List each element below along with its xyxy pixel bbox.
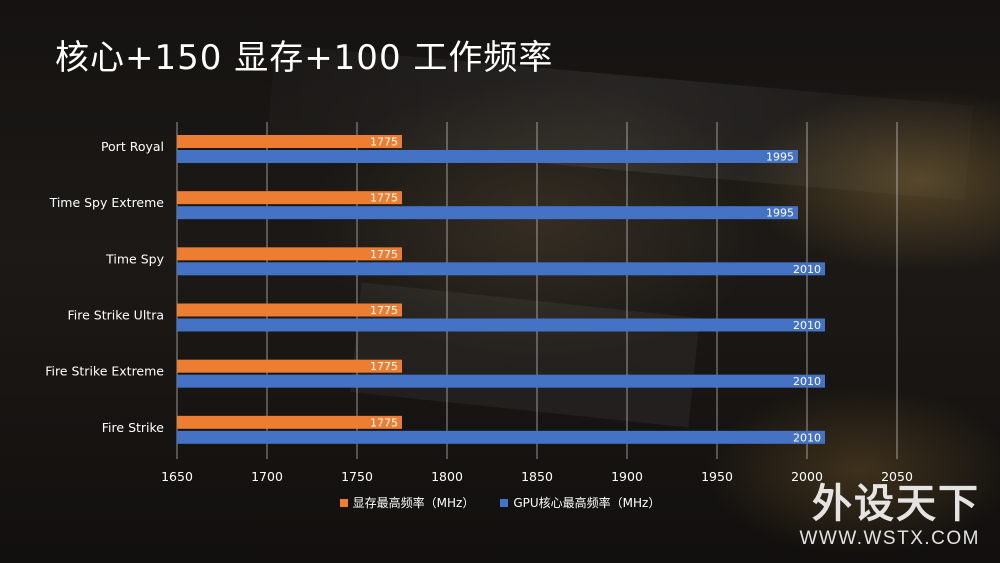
data-label: 1775 — [370, 136, 398, 149]
x-tick-label: 2000 — [791, 469, 823, 484]
bar — [177, 374, 825, 388]
bar — [177, 191, 402, 205]
bar — [177, 206, 798, 220]
watermark-url: WWW.WSTX.COM — [799, 528, 980, 549]
bar — [177, 359, 402, 373]
chart-title: 核心+150 显存+100 工作频率 — [55, 38, 554, 78]
site-watermark: 外设天下 WWW.WSTX.COM — [799, 480, 980, 550]
data-label: 1775 — [370, 248, 398, 261]
legend-swatch-gpu-core — [500, 498, 509, 507]
legend-swatch-memory — [339, 498, 348, 507]
data-label: 1995 — [766, 151, 794, 164]
category-label: Time Spy — [105, 251, 164, 266]
x-tick-label: 1950 — [701, 469, 733, 484]
category-label: Fire Strike Extreme — [45, 364, 164, 379]
bar — [177, 415, 402, 429]
legend-label-gpu-core: GPU核心最高频率（MHz） — [513, 496, 661, 510]
legend-item-gpu-core: GPU核心最高频率（MHz） — [500, 494, 660, 511]
category-label: Fire Strike Ultra — [67, 308, 164, 323]
data-label: 2010 — [793, 263, 821, 276]
bar — [177, 150, 798, 163]
category-label: Port Royal — [101, 139, 164, 154]
x-tick-label: 2050 — [881, 469, 913, 484]
data-label: 1775 — [370, 360, 398, 373]
legend-item-memory: 显存最高频率（MHz） — [339, 494, 475, 511]
bar — [177, 262, 825, 276]
x-tick-label: 1700 — [251, 469, 283, 484]
data-label: 1775 — [370, 304, 398, 317]
category-label: Fire Strike — [102, 420, 165, 435]
bar — [177, 303, 402, 317]
bar — [177, 430, 825, 444]
bar — [177, 247, 402, 261]
bar — [177, 318, 825, 332]
legend-label-memory: 显存最高频率（MHz） — [352, 496, 475, 510]
category-label: Time Spy Extreme — [49, 195, 165, 210]
data-label: 1775 — [370, 416, 398, 429]
data-label: 2010 — [793, 431, 821, 444]
bar — [177, 135, 402, 148]
data-label: 1995 — [766, 207, 794, 220]
x-tick-label: 1750 — [341, 469, 373, 484]
data-label: 1775 — [370, 192, 398, 205]
chart-legend: 显存最高频率（MHz） GPU核心最高频率（MHz） — [0, 494, 1000, 511]
data-label: 2010 — [793, 375, 821, 388]
x-tick-label: 1900 — [611, 469, 643, 484]
x-tick-label: 1650 — [161, 469, 193, 484]
x-tick-label: 1800 — [431, 469, 463, 484]
x-tick-label: 1850 — [521, 469, 553, 484]
data-label: 2010 — [793, 319, 821, 332]
watermark-logo-text: 外设天下 — [812, 481, 980, 527]
